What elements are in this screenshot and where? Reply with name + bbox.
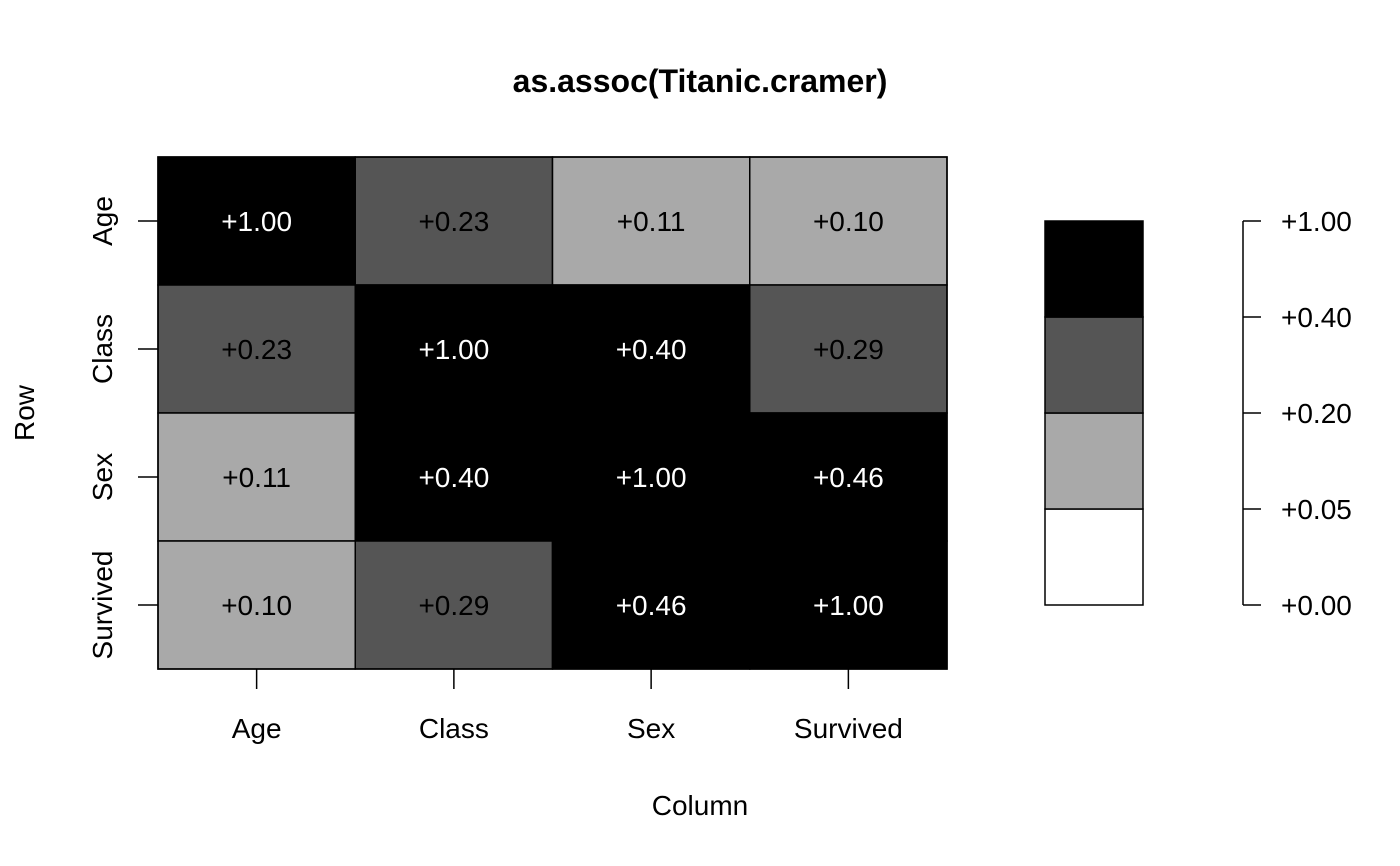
key-swatch-1 <box>1044 412 1144 510</box>
cell-label-age-sex: +0.11 <box>617 206 686 237</box>
key-tick-label-1: +0.05 <box>1281 494 1352 525</box>
chart-title: as.assoc(Titanic.cramer) <box>513 63 888 99</box>
cell-label-survived-age: +0.10 <box>221 590 292 621</box>
key-swatch-3 <box>1044 220 1144 318</box>
cell-label-survived-survived: +1.00 <box>813 590 884 621</box>
x-tick-label-class: Class <box>419 713 489 744</box>
cell-sex-class <box>354 412 554 542</box>
heatmap-cells: +1.00 +0.23 +0.11 +0.10 +0.23 +1.00 +0.40 +0.29… <box>157 156 948 670</box>
cell-label-sex-age: +0.11 <box>222 462 291 493</box>
cell-age-class <box>354 156 554 286</box>
key-tick-label-2: +0.20 <box>1281 398 1352 429</box>
cell-label-survived-sex: +0.46 <box>616 590 687 621</box>
plot-border <box>157 156 948 670</box>
key-swatch-2 <box>1044 316 1144 414</box>
cell-survived-sex <box>551 540 751 670</box>
cell-label-class-class: +1.00 <box>418 334 489 365</box>
key-tick-label-3: +0.40 <box>1281 302 1352 333</box>
cell-class-survived <box>749 284 948 414</box>
cell-label-age-survived: +0.10 <box>813 206 884 237</box>
cell-label-class-sex: +0.40 <box>616 334 687 365</box>
cell-age-survived <box>749 156 948 286</box>
cell-label-age-age: +1.00 <box>221 206 292 237</box>
y-tick-label-survived: Survived <box>87 551 118 660</box>
y-axis-title: Row <box>9 384 40 441</box>
cell-label-sex-sex: +1.00 <box>616 462 687 493</box>
x-tick-label-survived: Survived <box>794 713 903 744</box>
axes: Age Class Sex Survived Age Class Sex Survived <box>87 196 903 744</box>
y-tick-label-class: Class <box>87 314 118 384</box>
color-key: +0.00 +0.05 +0.20 +0.40 +1.00 <box>1044 206 1352 621</box>
cell-survived-survived <box>749 540 948 670</box>
cell-survived-class <box>354 540 554 670</box>
cell-class-age <box>157 284 356 414</box>
cell-age-age <box>157 156 356 286</box>
cell-label-sex-class: +0.40 <box>418 462 489 493</box>
x-tick-label-sex: Sex <box>627 713 675 744</box>
cell-sex-survived <box>749 412 948 542</box>
cell-survived-age <box>157 540 356 670</box>
y-tick-label-sex: Sex <box>87 453 118 501</box>
cell-label-class-age: +0.23 <box>221 334 292 365</box>
cell-label-age-class: +0.23 <box>418 206 489 237</box>
cell-class-class <box>354 284 554 414</box>
x-tick-label-age: Age <box>232 713 282 744</box>
cell-label-sex-survived: +0.46 <box>813 462 884 493</box>
key-tick-label-0: +0.00 <box>1281 590 1352 621</box>
key-swatch-0 <box>1044 508 1144 606</box>
y-tick-label-age: Age <box>87 196 118 246</box>
x-axis-title: Column <box>652 790 748 821</box>
cell-label-survived-class: +0.29 <box>418 590 489 621</box>
key-tick-label-4: +1.00 <box>1281 206 1352 237</box>
cell-label-class-survived: +0.29 <box>813 334 884 365</box>
